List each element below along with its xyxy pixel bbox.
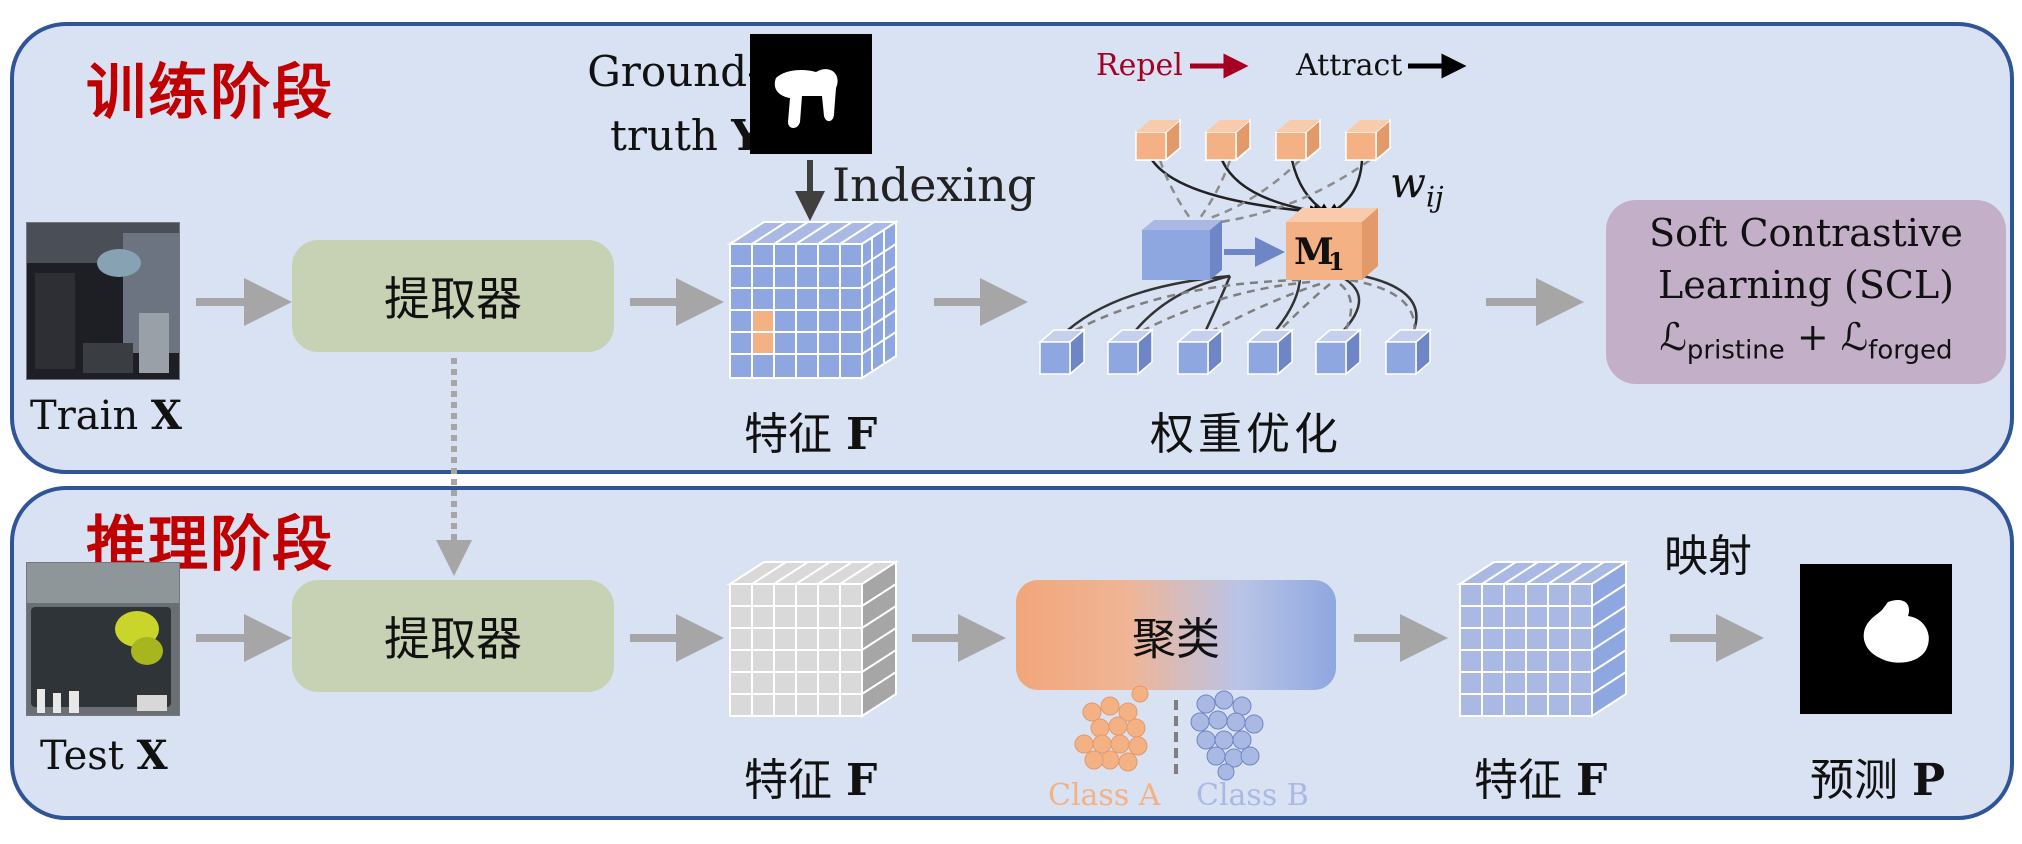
- prediction-label: 预测 P: [1810, 755, 1946, 806]
- weight-optimization-label: 权重优化: [1150, 409, 1342, 460]
- train-input-label: Train X: [30, 392, 182, 439]
- weight-symbol: wij: [1390, 158, 1444, 214]
- indexing-label: Indexing: [832, 158, 1037, 212]
- class-a-cluster: [1074, 685, 1149, 772]
- test-input-label: Test X: [40, 732, 168, 779]
- scl-line1: Soft Contrastive: [1649, 211, 1963, 256]
- repel-legend-label: Repel: [1096, 48, 1183, 83]
- scl-box: Soft Contrastive Learning (SCL) ℒpristin…: [1606, 200, 2006, 384]
- class-b-label: Class B: [1196, 778, 1309, 813]
- ground-truth-mask-image: [750, 34, 872, 154]
- scl-loss: ℒpristine + ℒforged: [1659, 315, 1953, 366]
- mapped-feature-cube: [1456, 560, 1630, 718]
- mapping-label: 映射: [1664, 531, 1752, 582]
- train-input-image: [26, 222, 180, 380]
- attract-legend-label: Attract: [1296, 48, 1403, 83]
- test-feature2-label: 特征 F: [1474, 755, 1608, 806]
- ground-truth-line1: Ground-: [587, 47, 762, 96]
- cluster-box: 聚类: [1016, 580, 1336, 690]
- class-b-cluster: [1190, 690, 1264, 781]
- class-a-label: Class A: [1048, 778, 1161, 813]
- test-input-image: [26, 562, 180, 716]
- weight-optimization-graph: M 1: [1037, 118, 1433, 376]
- memory-m1-subscript: 1: [1328, 247, 1345, 276]
- memory-m1-label: M: [1294, 231, 1334, 273]
- test-feature-cube: [726, 560, 900, 718]
- training-stage-title: 训练阶段: [86, 58, 334, 128]
- scl-line2: Learning (SCL): [1657, 263, 1955, 308]
- test-feature-label: 特征 F: [744, 755, 878, 806]
- train-feature-label: 特征 F: [744, 409, 878, 460]
- train-extractor-box: 提取器: [292, 240, 614, 352]
- test-extractor-box: 提取器: [292, 580, 614, 692]
- train-feature-cube: [726, 220, 900, 380]
- prediction-mask-image: [1800, 564, 1952, 714]
